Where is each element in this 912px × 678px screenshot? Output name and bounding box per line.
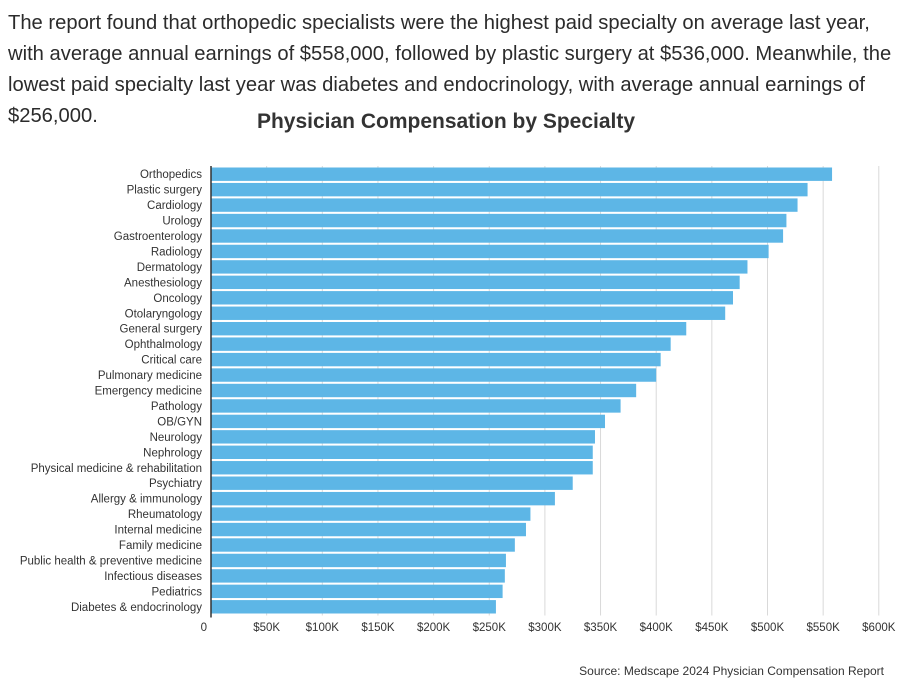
bar	[211, 229, 784, 243]
bar	[211, 491, 555, 506]
bar	[211, 584, 503, 599]
category-label: Pathology	[151, 401, 202, 413]
x-tick-label: $550K	[807, 622, 841, 634]
bar	[211, 553, 506, 568]
category-label: Nephrology	[143, 447, 202, 459]
category-label: Gastroenterology	[114, 231, 202, 243]
x-tick-label: 0	[201, 622, 207, 634]
bar	[211, 476, 573, 490]
bar	[211, 306, 726, 320]
category-label: Urology	[162, 216, 202, 228]
bar	[211, 167, 833, 181]
category-label: Pediatrics	[152, 586, 203, 598]
bar	[211, 430, 595, 444]
bar	[211, 461, 593, 475]
bar	[211, 198, 798, 212]
category-label: Plastic surgery	[127, 185, 203, 197]
category-label: Rheumatology	[128, 509, 202, 521]
bar	[211, 244, 769, 259]
bar	[211, 368, 657, 382]
x-tick-label: $600K	[862, 622, 896, 634]
x-tick-label: $200K	[417, 622, 451, 634]
category-label: Psychiatry	[149, 478, 202, 490]
category-label: Pulmonary medicine	[98, 370, 202, 382]
x-tick-label: $50K	[253, 622, 280, 634]
category-label: Neurology	[150, 432, 203, 444]
bar	[211, 275, 740, 290]
category-label: Public health & preventive medicine	[20, 555, 202, 567]
bar	[211, 337, 671, 351]
bar	[211, 322, 687, 336]
x-tick-label: $450K	[695, 622, 729, 634]
bar	[211, 182, 808, 197]
source-note: Source: Medscape 2024 Physician Compensa…	[579, 664, 884, 678]
bar	[211, 569, 505, 583]
category-label: Allergy & immunology	[91, 494, 202, 506]
category-label: Infectious diseases	[104, 571, 202, 583]
chart-title: Physician Compensation by Specialty	[256, 110, 636, 133]
category-label: OB/GYN	[157, 416, 202, 428]
x-tick-label: $500K	[751, 622, 785, 634]
category-label: Dermatology	[137, 262, 202, 274]
x-tick-label: $250K	[473, 622, 507, 634]
bar	[211, 522, 526, 537]
bar	[211, 213, 787, 228]
category-label: Critical care	[141, 355, 202, 367]
category-label: Ophthalmology	[125, 339, 203, 351]
category-label: General surgery	[120, 324, 203, 336]
category-label: Cardiology	[147, 200, 202, 212]
bar	[211, 538, 515, 552]
intro-paragraph: The report found that orthopedic special…	[8, 12, 892, 127]
category-label: Internal medicine	[114, 525, 202, 537]
bar	[211, 291, 733, 305]
category-label: Family medicine	[119, 540, 202, 552]
bar	[211, 600, 496, 614]
category-label: Radiology	[151, 246, 202, 258]
x-tick-label: $350K	[584, 622, 618, 634]
category-label: Orthopedics	[140, 169, 202, 181]
x-tick-label: $150K	[361, 622, 395, 634]
bar	[211, 414, 606, 429]
x-tick-label: $300K	[528, 622, 562, 634]
category-label: Diabetes & endocrinology	[71, 602, 202, 614]
category-label: Physical medicine & rehabilitation	[31, 463, 202, 475]
bar	[211, 352, 661, 367]
bar	[211, 507, 531, 521]
bar	[211, 383, 637, 398]
bar	[211, 260, 748, 274]
category-label: Emergency medicine	[95, 386, 202, 398]
x-tick-label: $400K	[640, 622, 674, 634]
bar	[211, 445, 593, 459]
category-label: Otolaryngology	[125, 308, 203, 320]
x-tick-label: $100K	[306, 622, 340, 634]
category-label: Anesthesiology	[124, 277, 202, 289]
category-label: Oncology	[153, 293, 202, 305]
bar	[211, 399, 621, 413]
